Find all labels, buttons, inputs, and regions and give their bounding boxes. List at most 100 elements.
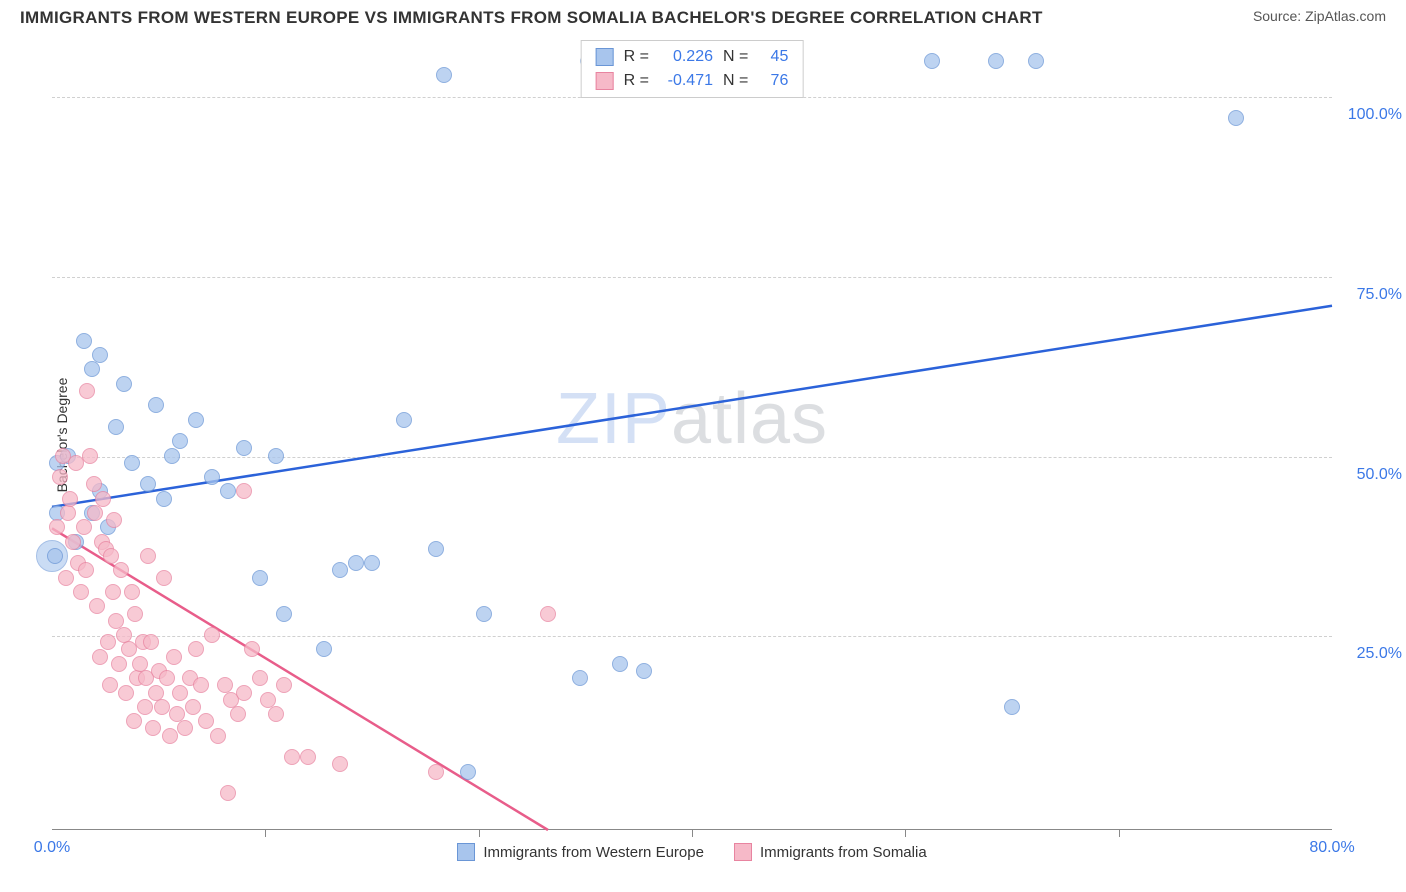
legend-label: Immigrants from Somalia	[760, 844, 927, 861]
scatter-point	[118, 685, 134, 701]
y-tick-label: 25.0%	[1342, 645, 1402, 663]
scatter-point	[177, 720, 193, 736]
stats-row: R =-0.471N =76	[596, 69, 789, 93]
stat-r-label: R =	[624, 69, 649, 93]
scatter-point	[73, 584, 89, 600]
scatter-point	[236, 685, 252, 701]
scatter-point	[188, 412, 204, 428]
scatter-point	[172, 433, 188, 449]
series-legend: Immigrants from Western Europe Immigrants…	[52, 843, 1332, 861]
scatter-point	[49, 519, 65, 535]
scatter-point	[92, 347, 108, 363]
legend-item: Immigrants from Somalia	[734, 843, 927, 861]
scatter-point	[52, 469, 68, 485]
scatter-point	[220, 785, 236, 801]
scatter-point	[348, 555, 364, 571]
scatter-point	[100, 634, 116, 650]
legend-label: Immigrants from Western Europe	[483, 844, 704, 861]
legend-swatch	[734, 843, 752, 861]
scatter-point	[300, 749, 316, 765]
stat-r-label: R =	[624, 45, 649, 69]
scatter-point	[95, 491, 111, 507]
plot-area: Bachelor's Degree ZIPatlas 25.0%50.0%75.…	[52, 40, 1332, 830]
scatter-point	[364, 555, 380, 571]
legend-swatch	[596, 48, 614, 66]
legend-item: Immigrants from Western Europe	[457, 843, 704, 861]
scatter-point	[76, 519, 92, 535]
scatter-point	[236, 440, 252, 456]
scatter-point	[166, 649, 182, 665]
scatter-point	[612, 656, 628, 672]
x-minor-tick	[905, 829, 906, 837]
legend-swatch	[596, 72, 614, 90]
scatter-point	[460, 764, 476, 780]
scatter-point	[572, 670, 588, 686]
scatter-point	[86, 476, 102, 492]
scatter-point	[145, 720, 161, 736]
scatter-point	[124, 584, 140, 600]
scatter-point	[636, 663, 652, 679]
scatter-point	[220, 483, 236, 499]
scatter-point	[540, 606, 556, 622]
scatter-point	[58, 570, 74, 586]
scatter-point	[332, 756, 348, 772]
legend-swatch	[457, 843, 475, 861]
scatter-point	[140, 476, 156, 492]
x-minor-tick	[692, 829, 693, 837]
scatter-point	[188, 641, 204, 657]
scatter-point	[1228, 110, 1244, 126]
scatter-point	[924, 53, 940, 69]
source-label: Source: ZipAtlas.com	[1253, 8, 1386, 24]
scatter-point	[198, 713, 214, 729]
y-tick-label: 50.0%	[1342, 466, 1402, 484]
scatter-point	[476, 606, 492, 622]
scatter-point	[140, 548, 156, 564]
scatter-point	[159, 670, 175, 686]
scatter-point	[1004, 699, 1020, 715]
scatter-point	[102, 677, 118, 693]
scatter-point	[89, 598, 105, 614]
scatter-point	[78, 562, 94, 578]
scatter-point	[396, 412, 412, 428]
stat-n-value: 76	[758, 69, 788, 93]
scatter-point	[108, 419, 124, 435]
scatter-point	[76, 333, 92, 349]
scatter-point	[210, 728, 226, 744]
scatter-point	[113, 562, 129, 578]
scatter-point	[156, 491, 172, 507]
x-minor-tick	[479, 829, 480, 837]
scatter-point	[62, 491, 78, 507]
stats-legend: R =0.226N =45R =-0.471N =76	[581, 40, 804, 98]
scatter-point	[127, 606, 143, 622]
scatter-point	[124, 455, 140, 471]
stat-r-value: 0.226	[659, 45, 713, 69]
scatter-point	[236, 483, 252, 499]
scatter-point	[276, 677, 292, 693]
scatter-point	[137, 699, 153, 715]
x-minor-tick	[265, 829, 266, 837]
scatter-point	[87, 505, 103, 521]
scatter-point	[156, 570, 172, 586]
scatter-point	[276, 606, 292, 622]
scatter-point	[172, 685, 188, 701]
stat-n-label: N =	[723, 69, 748, 93]
scatter-point	[65, 534, 81, 550]
scatter-point	[148, 397, 164, 413]
scatter-point	[105, 584, 121, 600]
stat-n-value: 45	[758, 45, 788, 69]
chart-title: IMMIGRANTS FROM WESTERN EUROPE VS IMMIGR…	[20, 8, 1043, 28]
scatter-point	[143, 634, 159, 650]
regression-line	[52, 306, 1332, 507]
scatter-point	[204, 627, 220, 643]
scatter-point	[1028, 53, 1044, 69]
scatter-point	[428, 764, 444, 780]
scatter-point	[116, 376, 132, 392]
scatter-point	[316, 641, 332, 657]
scatter-point	[164, 448, 180, 464]
scatter-point	[106, 512, 122, 528]
scatter-point	[103, 548, 119, 564]
scatter-point	[244, 641, 260, 657]
scatter-point	[111, 656, 127, 672]
scatter-point	[252, 670, 268, 686]
scatter-point	[82, 448, 98, 464]
